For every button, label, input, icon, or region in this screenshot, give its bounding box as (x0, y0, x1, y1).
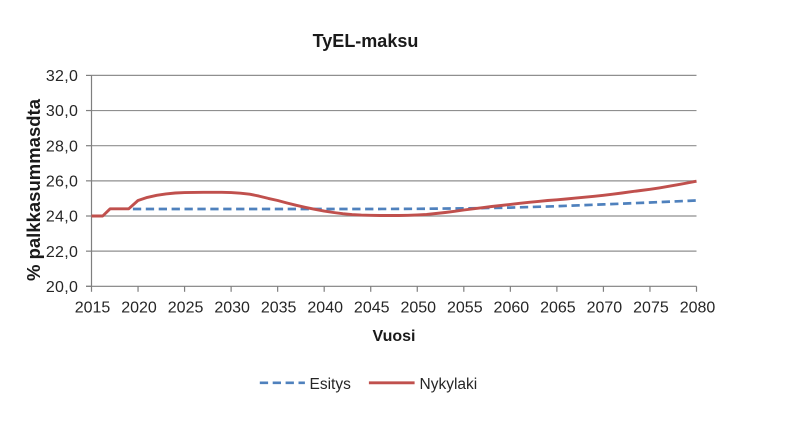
svg-text:24,0: 24,0 (46, 209, 78, 226)
svg-text:Vuosi: Vuosi (373, 328, 416, 345)
svg-text:22,0: 22,0 (46, 244, 78, 261)
svg-text:TyEL-maksu: TyEL-maksu (313, 31, 419, 51)
svg-text:% palkkasummasdta: % palkkasummasdta (23, 98, 44, 281)
svg-text:30,0: 30,0 (46, 103, 78, 120)
svg-text:2035: 2035 (261, 299, 297, 316)
svg-text:26,0: 26,0 (46, 173, 78, 190)
svg-text:2080: 2080 (680, 299, 716, 316)
svg-text:2020: 2020 (121, 299, 157, 316)
svg-text:Esitys: Esitys (310, 376, 352, 393)
svg-text:32,0: 32,0 (46, 68, 78, 85)
svg-text:2060: 2060 (494, 299, 530, 316)
svg-text:2065: 2065 (540, 299, 576, 316)
svg-text:20,0: 20,0 (46, 279, 78, 296)
svg-text:2040: 2040 (307, 299, 343, 316)
svg-text:2050: 2050 (400, 299, 436, 316)
svg-text:28,0: 28,0 (46, 138, 78, 155)
svg-text:2015: 2015 (75, 299, 111, 316)
svg-text:2045: 2045 (354, 299, 390, 316)
svg-text:2055: 2055 (447, 299, 483, 316)
svg-text:Nykylaki: Nykylaki (420, 376, 478, 393)
svg-text:2070: 2070 (587, 299, 623, 316)
svg-text:2030: 2030 (214, 299, 250, 316)
svg-text:2025: 2025 (168, 299, 204, 316)
svg-text:2075: 2075 (633, 299, 669, 316)
